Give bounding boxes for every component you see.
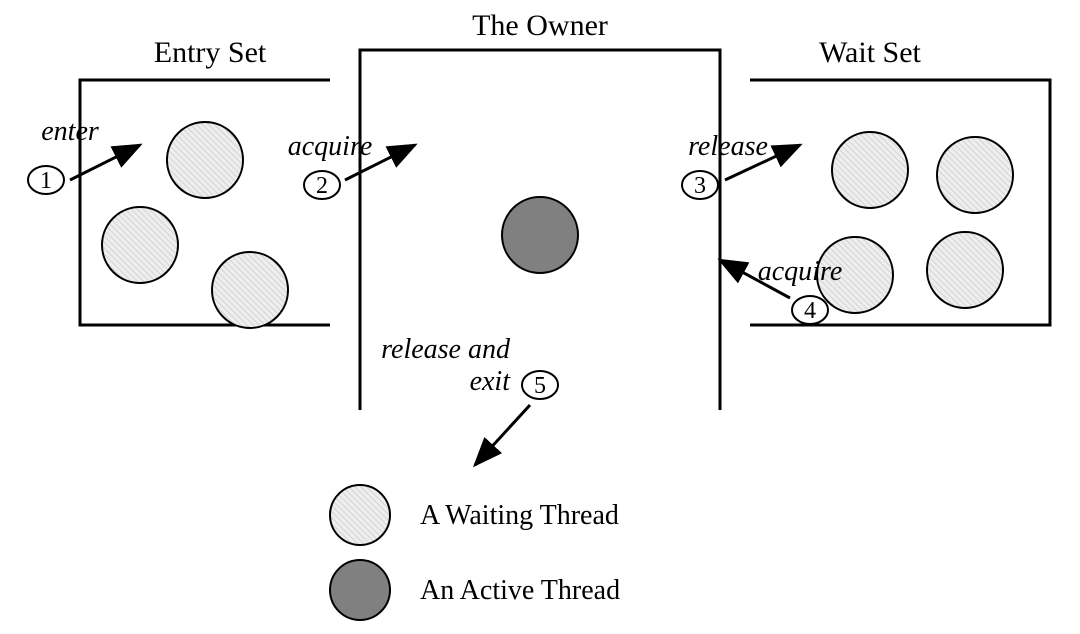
waiting-thread bbox=[937, 137, 1013, 213]
transition-label: release bbox=[688, 131, 768, 162]
wait-set-box bbox=[750, 80, 1050, 325]
transition-label-2: exit bbox=[470, 366, 512, 397]
monitor-diagram: Entry Set The Owner Wait Set enter 1 acquire 2… bbox=[0, 0, 1080, 634]
transition-2: acquire 2 bbox=[288, 131, 415, 199]
transition-label: release and bbox=[381, 334, 511, 365]
step-number: 5 bbox=[534, 373, 546, 399]
waiting-thread bbox=[212, 252, 288, 328]
step-number: 2 bbox=[316, 173, 328, 199]
transition-label: enter bbox=[41, 116, 99, 147]
legend: A Waiting Thread An Active Thread bbox=[330, 485, 620, 620]
waiting-thread bbox=[167, 122, 243, 198]
waiting-thread bbox=[102, 207, 178, 283]
legend-label-waiting: A Waiting Thread bbox=[420, 500, 619, 531]
transition-1: enter 1 bbox=[28, 116, 140, 194]
legend-swatch-active bbox=[330, 560, 390, 620]
legend-swatch-waiting bbox=[330, 485, 390, 545]
step-number: 1 bbox=[40, 168, 52, 194]
wait-set-label: Wait Set bbox=[819, 36, 921, 69]
transition-label: acquire bbox=[758, 256, 843, 287]
step-number: 3 bbox=[694, 173, 706, 199]
waiting-thread bbox=[927, 232, 1003, 308]
entry-set-label: Entry Set bbox=[154, 36, 267, 69]
owner-label: The Owner bbox=[472, 9, 608, 42]
entry-set-region: Entry Set bbox=[80, 36, 330, 328]
transition-label: acquire bbox=[288, 131, 373, 162]
transition-5: release andexit 5 bbox=[381, 334, 558, 465]
step-number: 4 bbox=[804, 298, 816, 324]
active-thread bbox=[502, 197, 578, 273]
transition-3: release 3 bbox=[682, 131, 800, 199]
entry-set-box bbox=[80, 80, 330, 325]
legend-label-active: An Active Thread bbox=[420, 575, 620, 606]
arrow bbox=[475, 405, 530, 465]
waiting-thread bbox=[832, 132, 908, 208]
